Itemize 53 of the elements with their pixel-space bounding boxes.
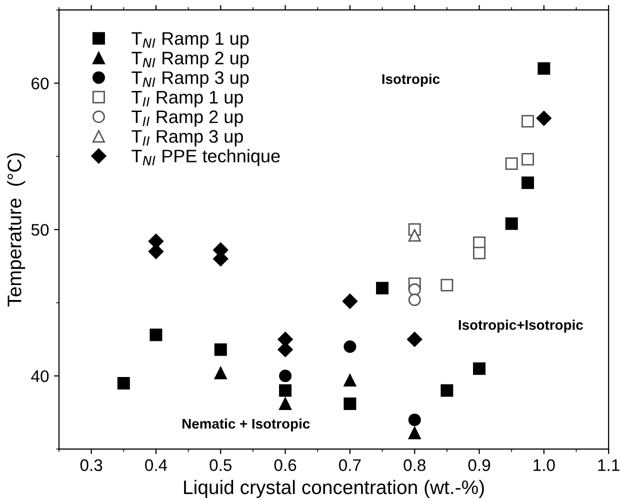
x-tick-label: 1.1: [598, 459, 620, 471]
x-tick-label: 1.0: [534, 459, 555, 472]
x-tick-label: 0.8: [404, 459, 426, 472]
y-tick-label: 40: [31, 370, 49, 382]
legend-label: T$_{II}$ Ramp 1 up: [132, 91, 243, 108]
annotation: Isotropic: [382, 74, 440, 87]
point: [408, 426, 421, 440]
point: [408, 414, 421, 426]
x-tick-label: 0.3: [80, 459, 102, 472]
point: [538, 62, 550, 75]
point: [279, 370, 292, 382]
point: [344, 340, 356, 353]
point: [440, 278, 454, 292]
legend-label: T$_{II}$ Ramp 2 up: [132, 110, 243, 127]
point: [522, 176, 534, 189]
point: [117, 376, 130, 390]
point: [505, 157, 518, 170]
x-tick-label: 0.6: [274, 459, 296, 472]
legend-label: T$_{NI}$ Ramp 3 up: [132, 71, 249, 88]
point: [376, 282, 389, 294]
point: [473, 362, 486, 375]
x-tick-label: 0.7: [339, 459, 361, 472]
point: [505, 217, 518, 230]
point: [407, 332, 422, 347]
point: [342, 294, 358, 309]
legend-label: T$_{II}$ Ramp 3 up: [132, 130, 243, 146]
y-axis-title: Temperature (°C): [7, 153, 26, 306]
y-tick-label: 50: [31, 224, 49, 236]
point: [408, 229, 421, 242]
point: [150, 328, 162, 342]
point: [214, 366, 227, 380]
point: [279, 384, 292, 397]
y-tick-label: 60: [32, 78, 49, 90]
annotation: Isotropic+Isotropic: [458, 320, 583, 333]
x-tick-label: 0.4: [145, 459, 168, 472]
point: [344, 374, 356, 387]
point: [536, 110, 552, 126]
point: [344, 397, 356, 410]
legend-label: T$_{NI}$ Ramp 1 up: [132, 32, 249, 48]
legend-label: T$_{NI}$ Ramp 2 up: [132, 52, 249, 68]
point: [408, 294, 421, 306]
point: [408, 283, 421, 296]
point: [522, 114, 534, 128]
point: [522, 153, 534, 166]
point: [214, 343, 227, 356]
point: [279, 397, 292, 410]
annotation: Nematic + Isotropic: [182, 418, 310, 432]
x-tick-label: 0.9: [468, 459, 490, 472]
x-axis-title: Liquid crystal concentration (wt.-%): [184, 480, 484, 498]
x-tick-label: 0.5: [210, 459, 232, 472]
point: [440, 384, 454, 397]
point: [473, 246, 486, 260]
legend-label: T$_{NI}$ PPE technique: [132, 149, 280, 166]
